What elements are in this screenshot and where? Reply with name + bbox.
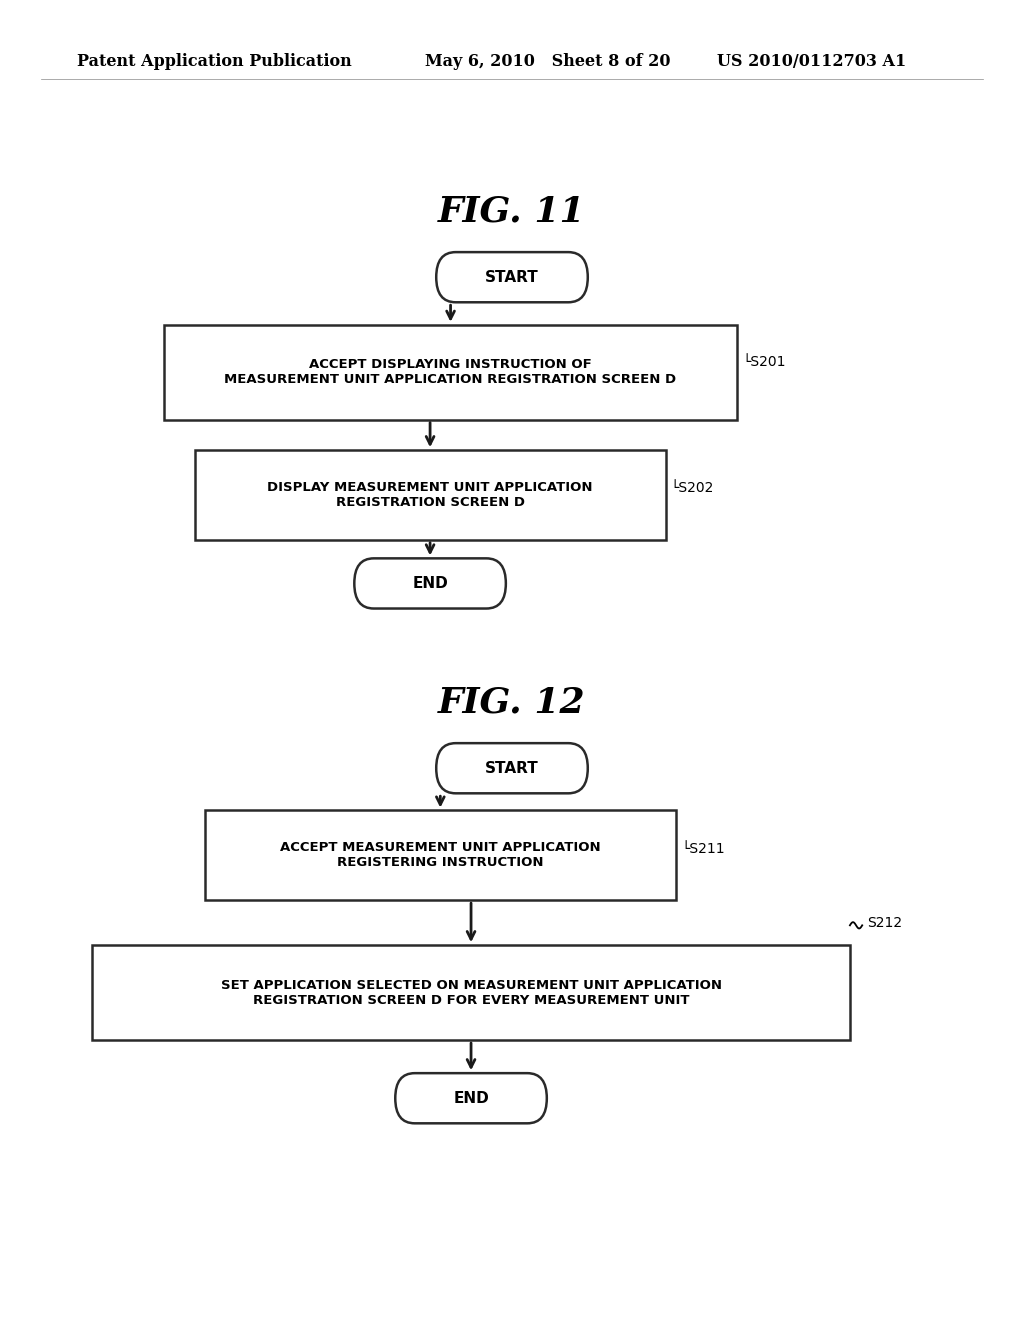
FancyBboxPatch shape — [195, 450, 666, 540]
Text: START: START — [485, 269, 539, 285]
Text: ACCEPT DISPLAYING INSTRUCTION OF
MEASUREMENT UNIT APPLICATION REGISTRATION SCREE: ACCEPT DISPLAYING INSTRUCTION OF MEASURE… — [224, 358, 677, 387]
FancyBboxPatch shape — [436, 743, 588, 793]
Text: US 2010/0112703 A1: US 2010/0112703 A1 — [717, 53, 906, 70]
FancyBboxPatch shape — [92, 945, 850, 1040]
Text: START: START — [485, 760, 539, 776]
Text: SET APPLICATION SELECTED ON MEASUREMENT UNIT APPLICATION
REGISTRATION SCREEN D F: SET APPLICATION SELECTED ON MEASUREMENT … — [220, 978, 722, 1007]
FancyBboxPatch shape — [436, 252, 588, 302]
FancyBboxPatch shape — [395, 1073, 547, 1123]
Text: FIG. 12: FIG. 12 — [438, 685, 586, 719]
Text: FIG. 11: FIG. 11 — [438, 194, 586, 228]
Text: Patent Application Publication: Patent Application Publication — [77, 53, 351, 70]
Text: END: END — [413, 576, 447, 591]
Text: ACCEPT MEASUREMENT UNIT APPLICATION
REGISTERING INSTRUCTION: ACCEPT MEASUREMENT UNIT APPLICATION REGI… — [280, 841, 601, 870]
Text: S212: S212 — [867, 916, 902, 929]
FancyBboxPatch shape — [354, 558, 506, 609]
Text: └S202: └S202 — [671, 482, 714, 495]
Text: └S211: └S211 — [681, 842, 725, 855]
Text: May 6, 2010   Sheet 8 of 20: May 6, 2010 Sheet 8 of 20 — [425, 53, 671, 70]
Text: END: END — [454, 1090, 488, 1106]
FancyBboxPatch shape — [205, 810, 676, 900]
Text: DISPLAY MEASUREMENT UNIT APPLICATION
REGISTRATION SCREEN D: DISPLAY MEASUREMENT UNIT APPLICATION REG… — [267, 480, 593, 510]
Text: └S201: └S201 — [742, 355, 785, 368]
FancyBboxPatch shape — [164, 325, 737, 420]
